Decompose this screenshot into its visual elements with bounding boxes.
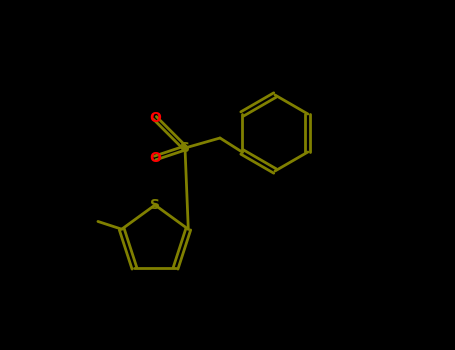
Text: S: S: [150, 198, 160, 212]
Text: O: O: [149, 111, 161, 125]
Text: O: O: [149, 151, 161, 165]
Text: S: S: [180, 141, 190, 155]
